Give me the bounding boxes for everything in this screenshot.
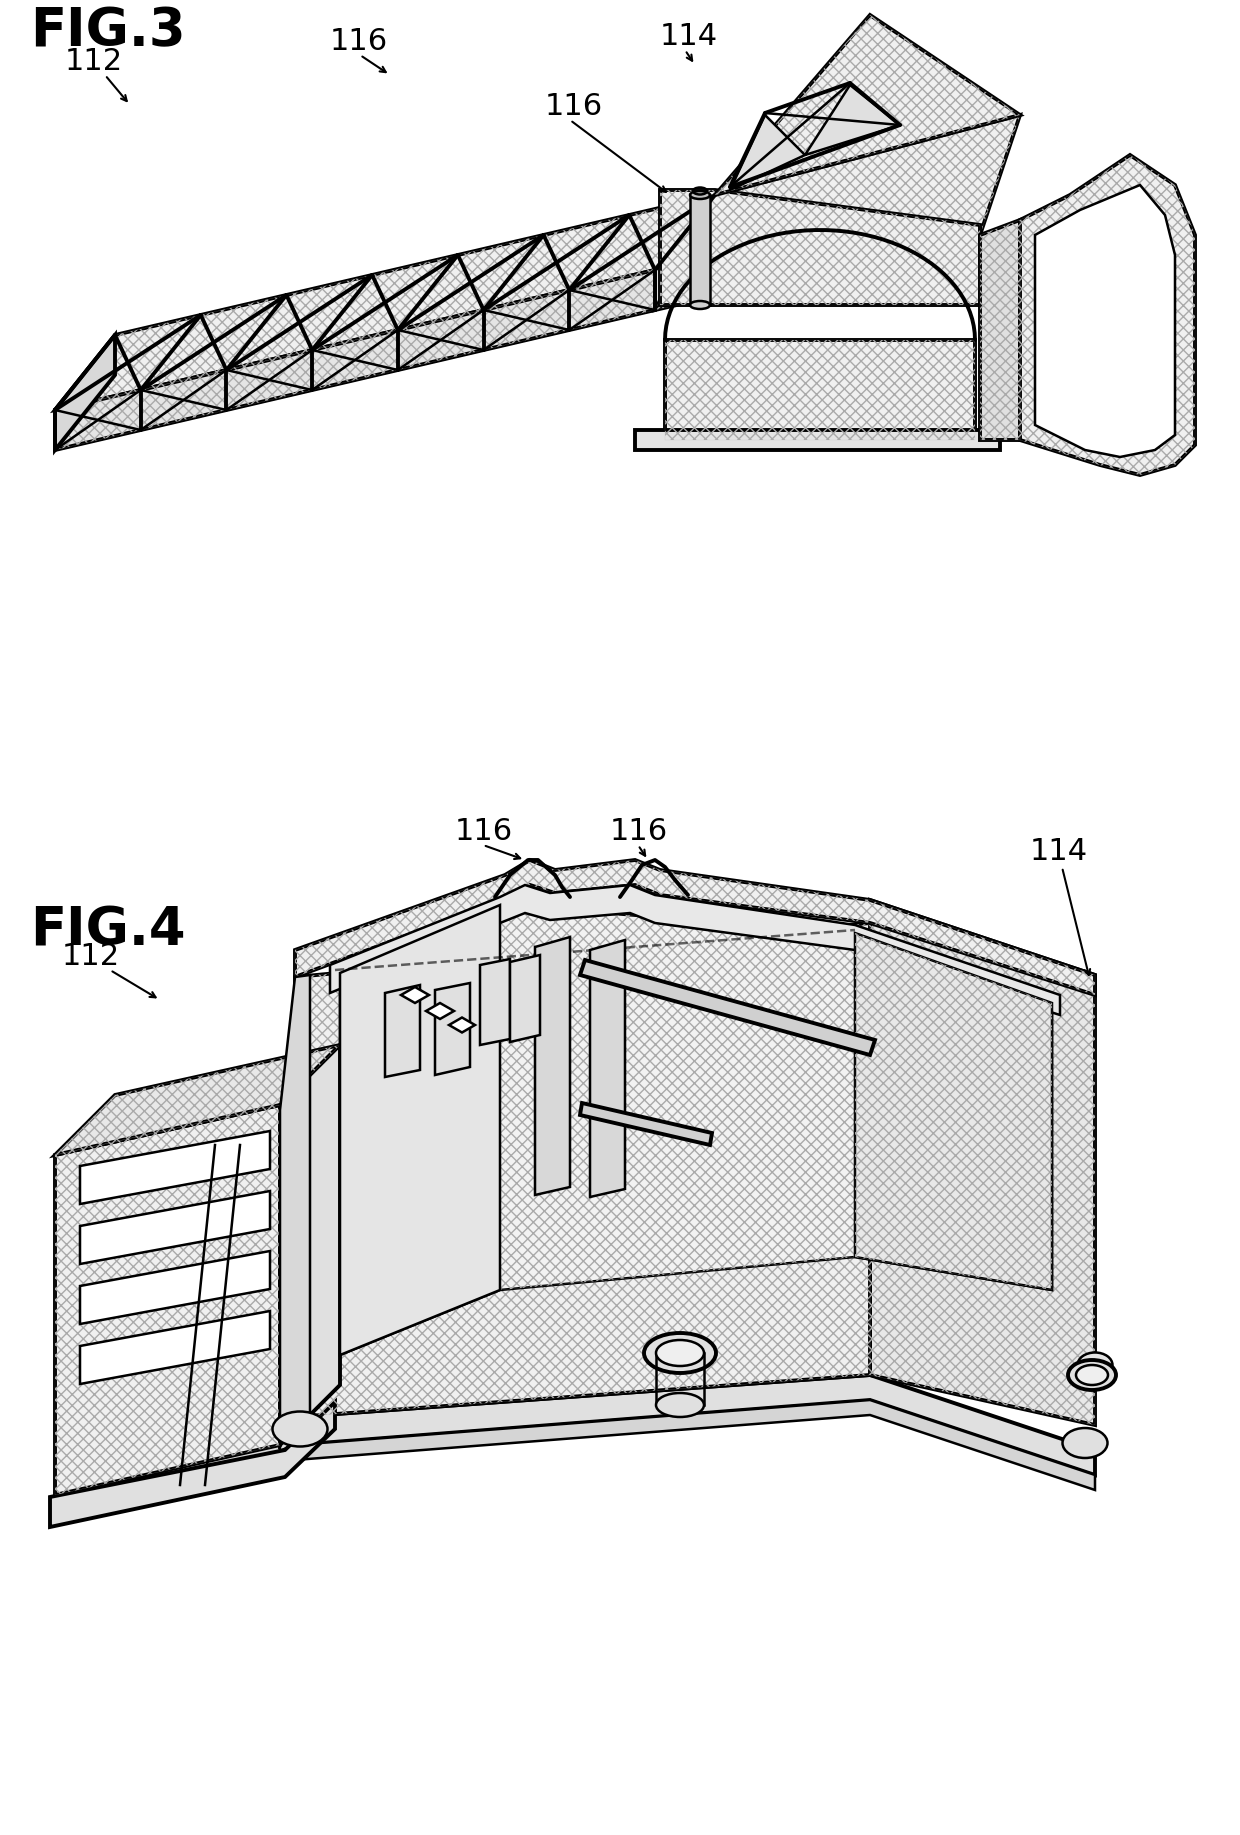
- Polygon shape: [689, 195, 711, 305]
- Polygon shape: [1021, 154, 1195, 475]
- Polygon shape: [580, 960, 875, 1055]
- Polygon shape: [55, 1044, 340, 1154]
- Polygon shape: [55, 270, 655, 450]
- Polygon shape: [295, 861, 1095, 995]
- Polygon shape: [870, 899, 1095, 1426]
- Text: 116: 116: [546, 92, 603, 121]
- Ellipse shape: [644, 1332, 715, 1373]
- Polygon shape: [510, 954, 539, 1042]
- Polygon shape: [55, 195, 715, 409]
- Ellipse shape: [689, 191, 711, 198]
- Text: 112: 112: [64, 48, 123, 75]
- Polygon shape: [81, 1310, 270, 1384]
- Ellipse shape: [656, 1340, 704, 1365]
- Polygon shape: [427, 1004, 454, 1018]
- Polygon shape: [55, 1105, 280, 1496]
- Polygon shape: [580, 1103, 712, 1145]
- Polygon shape: [534, 938, 570, 1195]
- Polygon shape: [1035, 185, 1176, 457]
- Polygon shape: [480, 960, 510, 1044]
- Polygon shape: [280, 1044, 340, 1444]
- Polygon shape: [55, 1444, 280, 1525]
- Ellipse shape: [273, 1411, 327, 1446]
- Polygon shape: [665, 339, 975, 440]
- Polygon shape: [50, 1402, 335, 1527]
- Ellipse shape: [1076, 1365, 1109, 1385]
- Ellipse shape: [689, 301, 711, 308]
- Ellipse shape: [1068, 1360, 1116, 1389]
- Polygon shape: [635, 429, 999, 450]
- Polygon shape: [401, 987, 429, 1004]
- Polygon shape: [246, 1374, 1095, 1475]
- Polygon shape: [384, 985, 420, 1077]
- Polygon shape: [449, 1017, 475, 1033]
- Ellipse shape: [1078, 1352, 1112, 1378]
- Polygon shape: [715, 15, 1021, 195]
- Polygon shape: [660, 191, 980, 305]
- Polygon shape: [81, 1191, 270, 1264]
- Text: FIG.3: FIG.3: [30, 6, 186, 57]
- Polygon shape: [55, 336, 115, 450]
- Polygon shape: [980, 220, 1021, 440]
- Polygon shape: [655, 116, 1021, 310]
- Text: 112: 112: [62, 941, 120, 971]
- Text: 114: 114: [1030, 837, 1089, 866]
- Polygon shape: [55, 235, 715, 450]
- Text: 116: 116: [330, 28, 388, 57]
- Polygon shape: [81, 1130, 270, 1204]
- Polygon shape: [856, 932, 1052, 1290]
- Polygon shape: [340, 905, 1052, 1354]
- Polygon shape: [81, 1251, 270, 1325]
- Polygon shape: [246, 1400, 1095, 1490]
- Polygon shape: [730, 116, 805, 191]
- Polygon shape: [295, 923, 870, 1417]
- Polygon shape: [340, 905, 500, 1354]
- Ellipse shape: [656, 1393, 704, 1417]
- Polygon shape: [280, 974, 310, 1444]
- Polygon shape: [805, 84, 900, 154]
- Text: 114: 114: [660, 22, 718, 51]
- Text: FIG.4: FIG.4: [30, 905, 186, 958]
- Polygon shape: [330, 884, 1060, 1015]
- Text: 116: 116: [610, 817, 668, 846]
- Polygon shape: [590, 940, 625, 1196]
- Text: 116: 116: [455, 817, 513, 846]
- Polygon shape: [435, 984, 470, 1075]
- Ellipse shape: [1063, 1428, 1107, 1459]
